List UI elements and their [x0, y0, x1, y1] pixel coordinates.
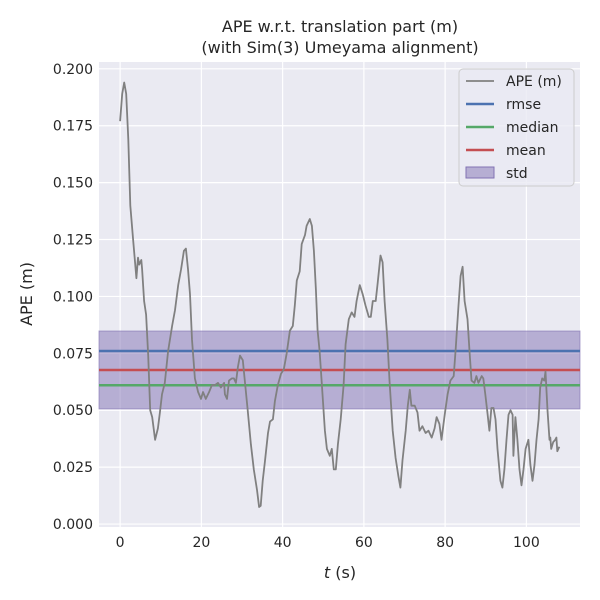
legend: APE (m) rmse median mean std — [458, 68, 575, 187]
x-axis-label-unit: (s) — [330, 563, 356, 582]
legend-swatch-std — [465, 166, 495, 179]
legend-label: rmse — [506, 97, 541, 113]
stat-lines — [98, 330, 581, 410]
y-tick-label: 0.200 — [53, 62, 93, 78]
legend-label: median — [506, 120, 558, 136]
y-tick-label: 0.175 — [53, 119, 93, 135]
ape-series-line — [119, 81, 561, 508]
y-tick-label: 0.100 — [53, 289, 93, 305]
chart-title: APE w.r.t. translation part (m) — [222, 17, 458, 36]
y-tick-label: 0.125 — [53, 233, 93, 249]
chart-subtitle: (with Sim(3) Umeyama alignment) — [201, 38, 478, 57]
y-tick-label: 0.075 — [53, 346, 93, 362]
x-tick-label: 20 — [192, 535, 210, 551]
x-axis-label-var: t — [324, 563, 331, 582]
x-axis-label: t (s) — [324, 563, 356, 582]
legend-label: std — [506, 166, 528, 182]
y-tick-label: 0.000 — [53, 517, 93, 533]
x-tick-label: 0 — [116, 535, 125, 551]
y-tick-label: 0.025 — [53, 460, 93, 476]
y-ticks: 0.000 0.025 0.050 0.075 0.100 0.125 0.150 0.175… — [53, 62, 93, 533]
y-tick-label: 0.050 — [53, 403, 93, 419]
legend-label: APE (m) — [506, 74, 562, 90]
x-ticks: 0 20 40 60 80 100 — [116, 535, 540, 551]
legend-label: mean — [506, 143, 546, 159]
x-tick-label: 60 — [355, 535, 373, 551]
x-tick-label: 100 — [513, 535, 540, 551]
y-tick-label: 0.150 — [53, 176, 93, 192]
y-axis-label: APE (m) — [17, 262, 36, 326]
x-tick-label: 40 — [274, 535, 292, 551]
x-tick-label: 80 — [436, 535, 454, 551]
